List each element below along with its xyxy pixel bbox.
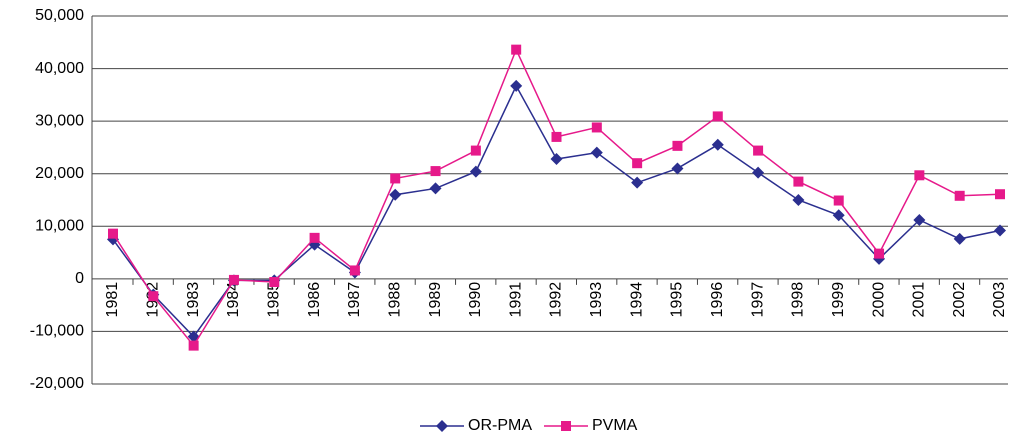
point-marker: [752, 166, 765, 179]
point-marker: [551, 131, 562, 142]
point-marker: [188, 340, 199, 351]
x-tick-label: 1989: [427, 282, 444, 318]
x-tick-label: 1994: [628, 282, 645, 318]
point-marker: [148, 291, 159, 302]
point-marker: [995, 189, 1005, 200]
y-tick-label: -10,000: [30, 323, 84, 340]
point-marker: [953, 232, 966, 245]
point-marker: [632, 158, 643, 169]
point-marker: [631, 176, 644, 189]
x-tick-label: 2000: [870, 282, 887, 318]
x-tick-label: 1987: [346, 282, 363, 318]
point-marker: [753, 145, 764, 156]
y-tick-label: 0: [75, 270, 84, 287]
x-tick-label: 1991: [507, 282, 524, 318]
x-tick-label: 1996: [709, 282, 726, 318]
point-marker: [309, 232, 320, 243]
y-tick-label: 30,000: [35, 112, 84, 129]
point-marker: [591, 122, 602, 133]
x-tick-label: 1998: [790, 282, 807, 318]
x-tick-label: 1999: [830, 282, 847, 318]
x-tick-label: 1986: [306, 282, 323, 318]
y-tick-label: 20,000: [35, 165, 84, 182]
y-tick-label: 50,000: [35, 7, 84, 24]
point-marker: [228, 274, 239, 285]
legend-label: PVMA: [592, 417, 638, 434]
point-marker: [994, 224, 1006, 237]
x-tick-label: 1988: [386, 282, 403, 318]
point-marker: [914, 170, 925, 181]
x-tick-label: 2003: [991, 282, 1008, 318]
point-marker: [711, 138, 724, 151]
x-tick-label: 2001: [911, 282, 928, 318]
point-marker: [672, 140, 683, 151]
point-marker: [390, 173, 401, 184]
point-marker: [792, 194, 805, 206]
point-marker: [430, 166, 441, 177]
point-marker: [511, 44, 522, 55]
x-tick-label: 1984: [225, 282, 242, 318]
y-tick-label: -20,000: [30, 375, 84, 392]
x-tick-label: 1983: [185, 282, 202, 318]
y-tick-label: 40,000: [35, 60, 84, 77]
x-tick-label: 2002: [951, 282, 968, 318]
point-marker: [389, 188, 402, 201]
y-tick-label: 10,000: [35, 218, 84, 235]
point-marker: [550, 152, 563, 165]
point-marker: [671, 162, 684, 175]
x-tick-label: 1990: [467, 282, 484, 318]
point-marker: [470, 145, 481, 156]
legend-marker: [561, 421, 571, 431]
x-tick-label: 1993: [588, 282, 605, 318]
point-marker: [874, 248, 885, 259]
point-marker: [712, 111, 723, 122]
point-marker: [954, 190, 965, 201]
point-marker: [793, 176, 804, 187]
point-marker: [833, 195, 844, 206]
point-marker: [349, 265, 360, 276]
point-marker: [429, 182, 442, 195]
point-marker: [269, 277, 280, 288]
x-tick-label: 1995: [669, 282, 686, 318]
point-marker: [590, 146, 603, 159]
point-marker: [469, 165, 482, 178]
x-tick-label: 1997: [749, 282, 766, 318]
legend-label: OR-PMA: [468, 417, 532, 434]
point-marker: [510, 79, 523, 92]
point-marker: [108, 228, 118, 239]
x-tick-label: 1992: [548, 282, 565, 318]
legend-marker: [436, 420, 448, 432]
point-marker: [832, 209, 845, 222]
point-marker: [913, 213, 926, 226]
x-tick-label: 1981: [104, 282, 121, 318]
x-tick-label: 1985: [265, 282, 282, 318]
